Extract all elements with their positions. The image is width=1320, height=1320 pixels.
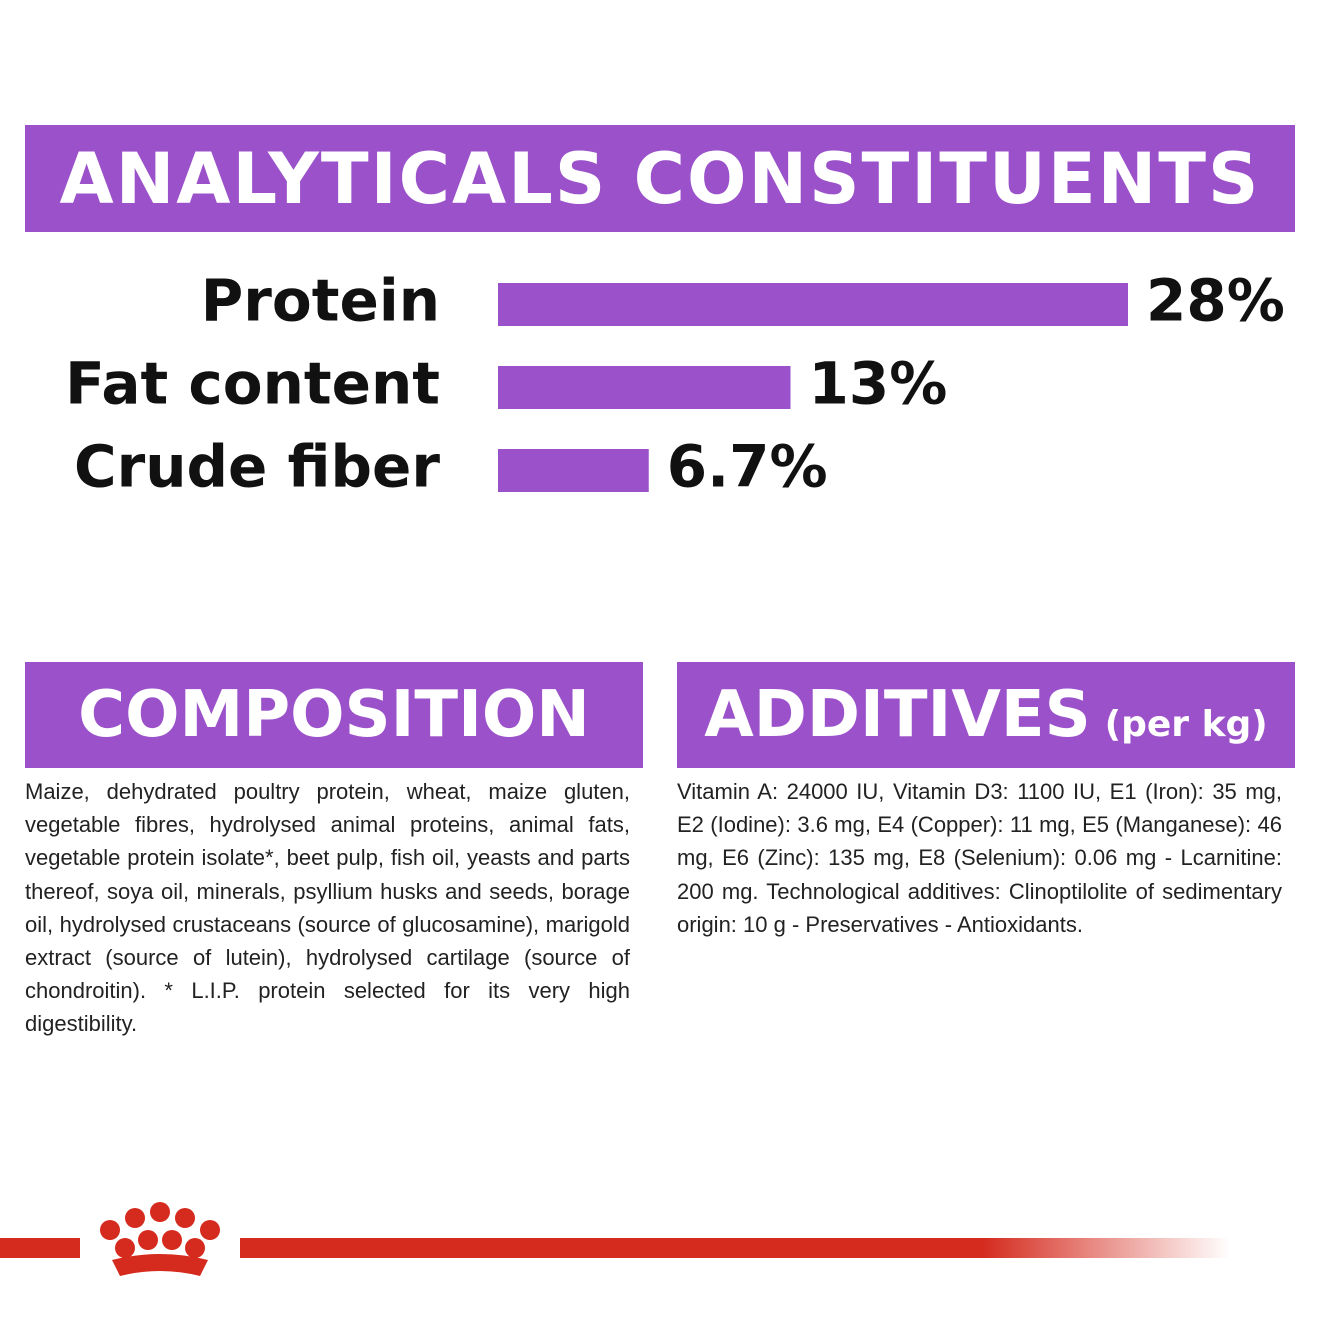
footer-line — [0, 1238, 80, 1258]
title-band: ANALYTICALS CONSTITUENTS — [25, 125, 1295, 232]
additives-text: Vitamin A: 24000 IU, Vitamin D3: 1100 IU… — [677, 779, 1282, 937]
composition-title: COMPOSITION — [78, 678, 590, 752]
composition-text: Maize, dehydrated poultry protein, wheat… — [25, 779, 630, 1037]
value-label: 28% — [1146, 267, 1285, 335]
footer-line — [240, 1238, 1230, 1258]
bar — [498, 366, 791, 409]
value-label: 13% — [809, 350, 948, 418]
additives-band: ADDITIVES (per kg) — [677, 662, 1295, 768]
composition-band: COMPOSITION — [25, 662, 643, 768]
category-label: Crude fiber — [74, 433, 440, 501]
footer — [0, 1202, 1230, 1276]
additives-unit: (per kg) — [1104, 703, 1268, 745]
category-label: Fat content — [65, 350, 440, 418]
category-label: Protein — [201, 267, 440, 335]
bar — [498, 283, 1128, 326]
crown-logo — [100, 1202, 220, 1276]
additives-title: ADDITIVES — [704, 678, 1091, 752]
title: ANALYTICALS CONSTITUENTS — [59, 137, 1261, 220]
bar — [498, 449, 649, 492]
chart: Protein 28% Fat content 13% Crude fiber 6.7% — [65, 267, 1285, 501]
value-label: 6.7% — [667, 433, 828, 501]
